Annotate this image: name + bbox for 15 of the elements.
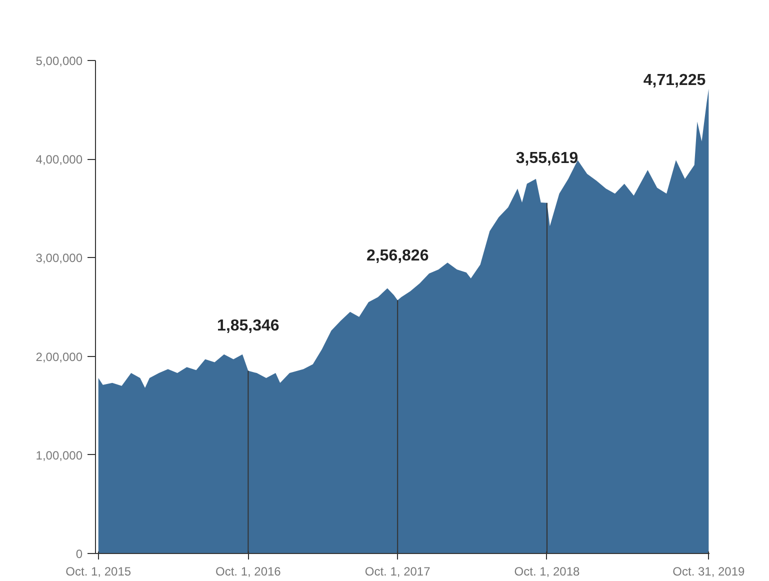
- y-tick-label: 1,00,000: [36, 448, 83, 462]
- annotation: 3,55,619: [516, 150, 578, 167]
- y-tick-label: 4,00,000: [36, 152, 83, 167]
- annotation: 2,56,826: [366, 247, 429, 264]
- annotation: 4,71,225: [643, 72, 706, 89]
- x-tick-label: Oct. 1, 2016: [215, 564, 282, 578]
- x-tick-label: Oct. 1, 2018: [514, 564, 580, 578]
- annotation: 1,85,346: [217, 318, 280, 335]
- y-tick-label: 3,00,000: [36, 251, 83, 266]
- x-tick-label: Oct. 1, 2017: [364, 564, 431, 578]
- y-tick-label: 5,00,000: [36, 54, 83, 68]
- y-tick-label: 0: [76, 547, 83, 561]
- x-tick-label: Oct. 31, 2019: [672, 564, 746, 578]
- y-tick-label: 2,00,000: [36, 350, 83, 364]
- x-tick-label: Oct. 1, 2015: [66, 564, 132, 578]
